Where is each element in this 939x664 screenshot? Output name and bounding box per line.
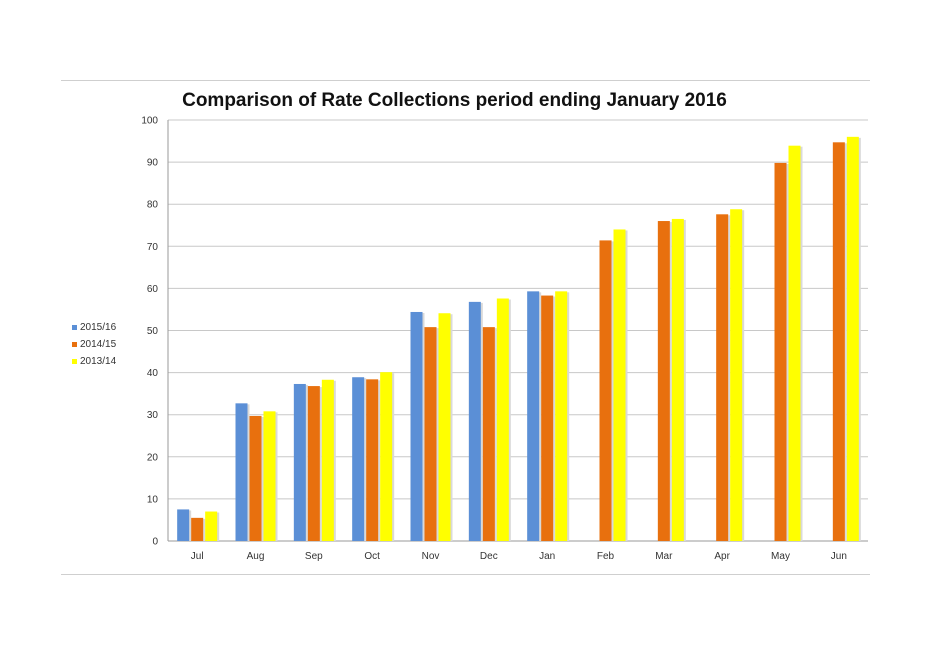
bar <box>788 145 801 541</box>
legend-label-2013-14: 2013/14 <box>80 356 117 367</box>
legend-swatch-2014-15 <box>72 342 77 347</box>
legend-item-2014-15: 2014/15 <box>72 336 116 353</box>
x-tick-label: Feb <box>597 551 615 562</box>
bottom-divider <box>61 574 870 575</box>
bar <box>380 372 393 541</box>
x-tick-label: Mar <box>655 551 673 562</box>
bar <box>321 379 334 541</box>
bar <box>177 509 190 541</box>
y-tick-label: 50 <box>147 326 159 337</box>
bar <box>730 209 743 541</box>
top-divider <box>61 80 870 81</box>
y-tick-label: 30 <box>147 410 159 421</box>
x-tick-label: Dec <box>480 551 498 562</box>
y-tick-label: 40 <box>147 368 159 379</box>
y-tick-label: 0 <box>152 537 158 548</box>
bar <box>410 311 423 541</box>
bar <box>555 291 568 541</box>
bar <box>235 403 248 541</box>
bar <box>438 313 451 541</box>
bar <box>205 511 218 541</box>
y-tick-label: 70 <box>147 242 159 253</box>
legend-label-2014-15: 2014/15 <box>80 339 117 350</box>
y-tick-label: 10 <box>147 494 159 505</box>
bar <box>496 298 509 541</box>
x-tick-label: Jul <box>191 551 204 562</box>
bar <box>468 301 481 541</box>
legend-label-2015-16: 2015/16 <box>80 322 117 333</box>
bar <box>613 229 626 541</box>
legend-item-2013-14: 2013/14 <box>72 353 116 370</box>
y-tick-label: 90 <box>147 158 159 169</box>
x-tick-label: Jan <box>539 551 555 562</box>
y-tick-label: 20 <box>147 452 159 463</box>
x-tick-label: Oct <box>364 551 380 562</box>
bar <box>191 517 204 541</box>
bar <box>671 218 684 541</box>
x-tick-label: Jun <box>831 551 847 562</box>
bar <box>774 162 787 541</box>
y-tick-label: 80 <box>147 200 159 211</box>
chart-title: Comparison of Rate Collections period en… <box>182 90 727 111</box>
legend-swatch-2013-14 <box>72 359 77 364</box>
bar <box>527 291 540 541</box>
bar <box>366 379 379 541</box>
bar <box>657 221 670 542</box>
bar <box>293 383 306 541</box>
y-tick-label: 60 <box>147 284 159 295</box>
bar <box>832 142 845 542</box>
y-tick-label: 100 <box>141 116 158 127</box>
x-tick-label: May <box>771 551 790 562</box>
bar <box>263 411 276 541</box>
bar <box>352 377 365 541</box>
bar <box>424 327 437 541</box>
x-tick-label: Sep <box>305 551 323 562</box>
legend: 2015/16 2014/15 2013/14 <box>72 319 116 370</box>
bar <box>541 295 554 541</box>
bar <box>249 415 262 541</box>
bar <box>846 136 859 541</box>
x-tick-label: Aug <box>247 551 265 562</box>
bar <box>599 240 612 541</box>
bar <box>307 386 320 541</box>
x-tick-label: Apr <box>714 551 730 562</box>
bar <box>716 214 729 541</box>
bar <box>482 327 495 541</box>
legend-swatch-2015-16 <box>72 325 77 330</box>
legend-item-2015-16: 2015/16 <box>72 319 116 336</box>
x-tick-label: Nov <box>422 551 440 562</box>
